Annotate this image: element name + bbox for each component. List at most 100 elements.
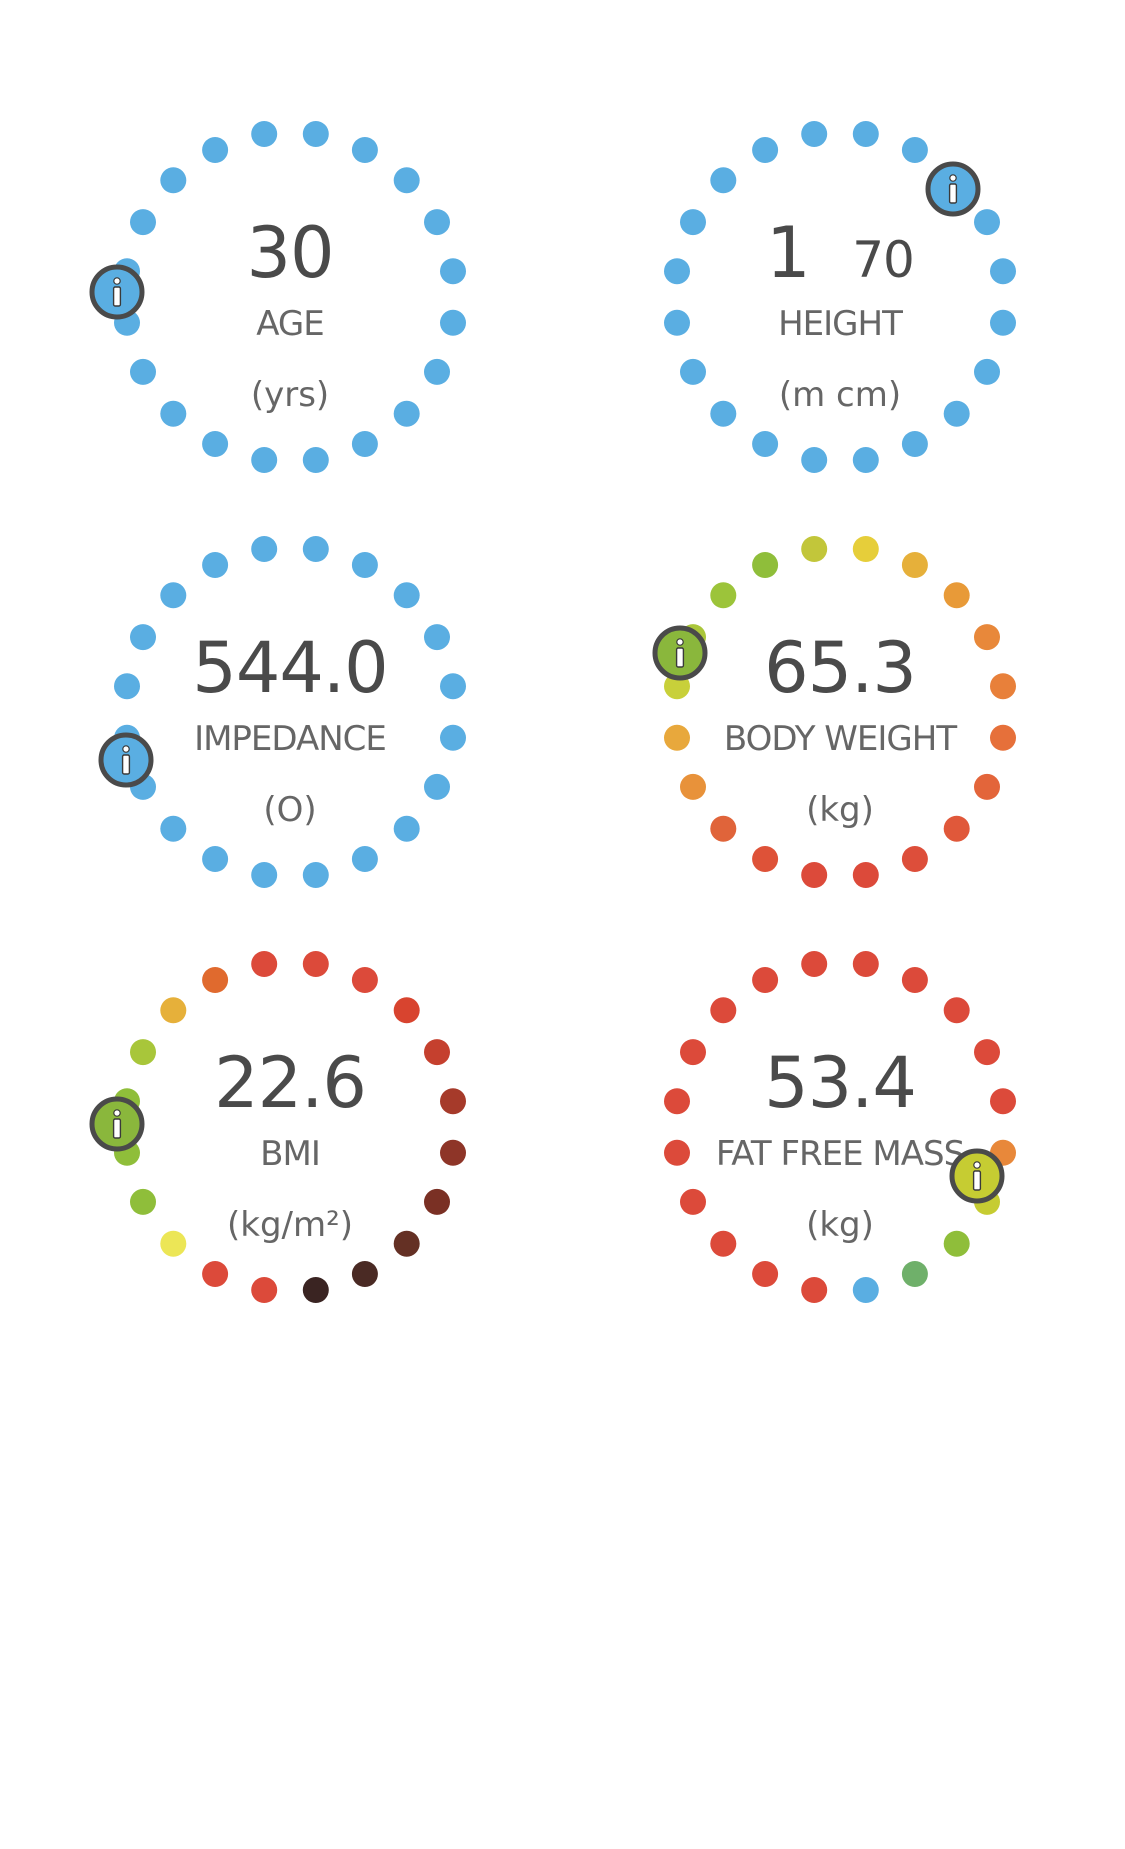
ring-dot	[990, 1088, 1016, 1115]
ring-dot	[160, 582, 187, 609]
ring-dot	[160, 400, 187, 427]
ring-dot	[251, 536, 278, 562]
ring-dot	[990, 309, 1016, 336]
ring-dot	[852, 951, 879, 977]
ring-dot	[202, 431, 229, 457]
ring-dot	[302, 447, 329, 473]
bmi-info-icon[interactable]	[89, 1096, 145, 1152]
ring-dot	[990, 673, 1016, 700]
info-glyph	[89, 264, 145, 320]
ring-dot	[710, 582, 737, 609]
ring-dot	[130, 1188, 156, 1215]
ring-dot	[202, 967, 229, 993]
gauge-label: FAT FREE MASS	[715, 1134, 965, 1174]
ring-dot	[801, 951, 828, 977]
ring-dot	[251, 862, 278, 888]
ring-dot	[801, 447, 828, 473]
ring-dot	[130, 209, 156, 236]
gauge-label: HEIGHT	[778, 304, 903, 344]
ring-dot	[680, 209, 706, 236]
ring-dot	[943, 582, 970, 609]
ring-dot	[130, 624, 156, 651]
ring-dot	[440, 1088, 466, 1115]
height-centimeters: 70	[852, 231, 915, 289]
ring-dot	[351, 967, 378, 993]
gauge-body-weight: 65.3 BODY WEIGHT (kg)	[650, 522, 1030, 902]
gauge-value: 22.6	[214, 1042, 367, 1124]
gauge-unit: (O)	[263, 790, 317, 830]
gauge-ring	[114, 951, 466, 1303]
gauge-value: 544.0	[192, 627, 388, 709]
height-meters: 1	[766, 212, 811, 294]
info-glyph	[949, 1148, 1005, 1204]
ring-dot	[901, 967, 928, 993]
body-weight-info-icon[interactable]	[652, 625, 708, 681]
ring-dot	[943, 1230, 970, 1257]
ring-dot	[202, 1261, 229, 1287]
ring-dot	[440, 673, 466, 700]
ring-dot	[664, 1088, 690, 1115]
ring-dot	[393, 997, 420, 1024]
ring-dot	[160, 167, 187, 194]
ring-dot	[440, 258, 466, 285]
ring-dot	[801, 862, 828, 888]
ring-dot	[664, 724, 690, 751]
ring-dot	[202, 552, 229, 578]
info-glyph	[89, 1096, 145, 1152]
ring-dot	[752, 967, 779, 993]
gauge-age: 30 AGE (yrs)	[100, 107, 480, 487]
ring-dot	[393, 400, 420, 427]
ring-dot	[974, 358, 1000, 385]
ring-dot	[990, 258, 1016, 285]
ring-dot	[901, 1261, 928, 1287]
gauge-impedance: 544.0 IMPEDANCE (O)	[100, 522, 480, 902]
ring-dot	[440, 1139, 466, 1166]
fat-free-mass-info-icon[interactable]	[949, 1148, 1005, 1204]
info-glyph	[98, 732, 154, 788]
ring-dot	[901, 846, 928, 872]
age-info-icon[interactable]	[89, 264, 145, 320]
ring-dot	[664, 309, 690, 336]
ring-dot	[990, 724, 1016, 751]
ring-dot	[943, 815, 970, 842]
ring-dot	[852, 536, 879, 562]
gauge-value: 30	[246, 212, 334, 294]
ring-dot	[801, 536, 828, 562]
ring-dot	[974, 1039, 1000, 1066]
gauge-label: BODY WEIGHT	[723, 719, 957, 759]
ring-dot	[852, 121, 879, 147]
ring-dot	[943, 400, 970, 427]
ring-dot	[710, 997, 737, 1024]
gauge-ring	[664, 951, 1016, 1303]
ring-dot	[251, 951, 278, 977]
ring-dot	[680, 1039, 706, 1066]
gauge-unit: (yrs)	[250, 375, 330, 415]
ring-dot	[943, 997, 970, 1024]
ring-dot	[710, 1230, 737, 1257]
gauge-label: BMI	[260, 1134, 321, 1174]
ring-dot	[801, 1277, 828, 1303]
ring-dot	[251, 121, 278, 147]
ring-dot	[664, 258, 690, 285]
ring-dot	[351, 1261, 378, 1287]
gauge-value: 65.3	[764, 627, 917, 709]
gauge-label: AGE	[256, 304, 325, 344]
ring-dot	[852, 862, 879, 888]
ring-dot	[440, 724, 466, 751]
ring-dot	[114, 673, 140, 700]
ring-dot	[393, 582, 420, 609]
ring-dot	[424, 773, 450, 800]
ring-dot	[752, 846, 779, 872]
height-info-icon[interactable]	[925, 161, 981, 217]
info-glyph	[652, 625, 708, 681]
ring-dot	[680, 358, 706, 385]
ring-dot	[160, 1230, 187, 1257]
ring-dot	[680, 773, 706, 800]
impedance-info-icon[interactable]	[98, 732, 154, 788]
ring-dot	[901, 137, 928, 163]
ring-dot	[160, 815, 187, 842]
info-glyph	[925, 161, 981, 217]
gauge-bmi: 22.6 BMI (kg/m²)	[100, 937, 480, 1317]
ring-dot	[974, 773, 1000, 800]
ring-dot	[852, 1277, 879, 1303]
